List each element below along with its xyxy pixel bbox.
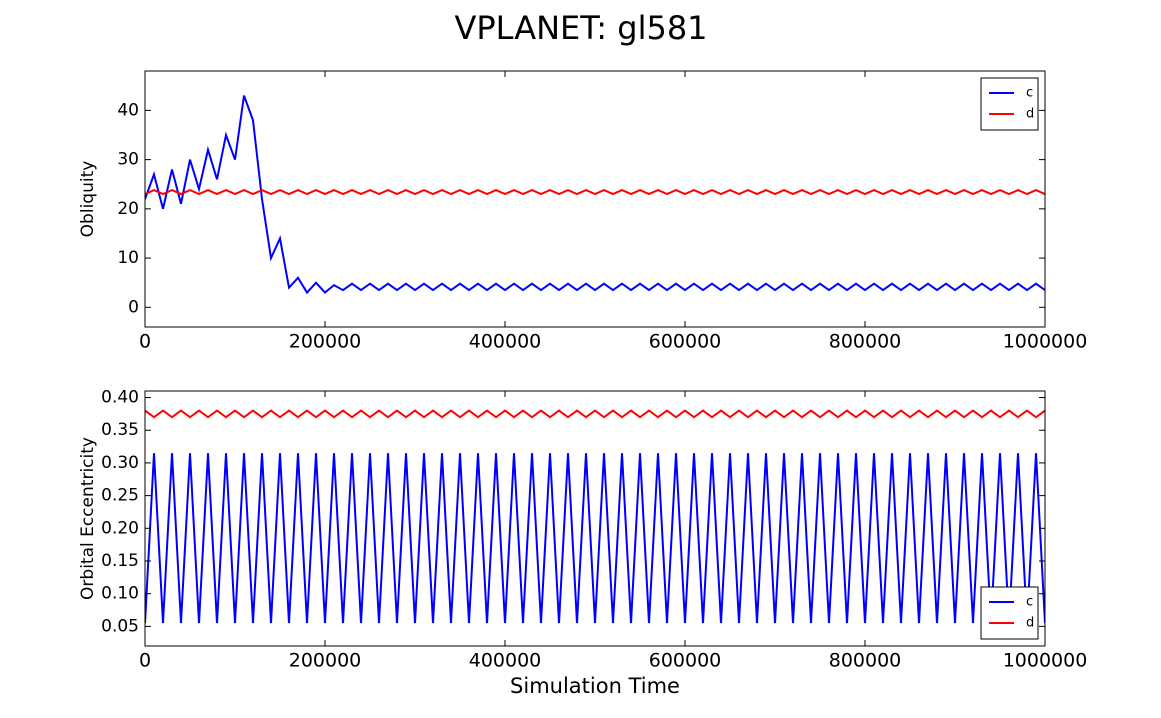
y-tick-label: 0.35 bbox=[101, 420, 139, 440]
y-tick-label: 0.10 bbox=[101, 584, 139, 604]
x-tick-label: 1000000 bbox=[1003, 331, 1088, 353]
x-tick-label: 200000 bbox=[289, 331, 362, 353]
y-axis-label: Obliquity bbox=[78, 161, 98, 238]
x-tick-label: 600000 bbox=[649, 331, 722, 353]
series-line bbox=[145, 189, 1045, 196]
y-tick-label: 0.20 bbox=[101, 518, 139, 538]
legend-frame bbox=[980, 586, 1039, 640]
y-tick-label: 0.25 bbox=[101, 486, 139, 506]
y-tick-label: 30 bbox=[117, 150, 139, 170]
axes-frame bbox=[144, 390, 1046, 647]
legend-label: c bbox=[1026, 86, 1033, 101]
legend-label: d bbox=[1026, 107, 1034, 122]
series-line bbox=[145, 95, 1045, 295]
x-tick-label: 800000 bbox=[829, 650, 902, 672]
y-tick-label: 0.30 bbox=[101, 453, 139, 473]
legend-label: c bbox=[1026, 595, 1033, 610]
figure-title: VPLANET: gl581 bbox=[454, 9, 707, 47]
x-tick-label: 400000 bbox=[469, 650, 542, 672]
x-tick-label: 400000 bbox=[469, 331, 542, 353]
y-tick-label: 40 bbox=[117, 100, 139, 120]
y-axis-label: Orbital Eccentricity bbox=[78, 437, 98, 600]
x-tick-label: 1000000 bbox=[1003, 650, 1088, 672]
y-tick-label: 20 bbox=[117, 199, 139, 219]
x-tick-label: 800000 bbox=[829, 331, 902, 353]
y-tick-label: 0.40 bbox=[101, 388, 139, 408]
x-axis-label: Simulation Time bbox=[510, 674, 680, 698]
legend-frame bbox=[980, 77, 1039, 131]
series-line bbox=[145, 409, 1045, 419]
legend-label: d bbox=[1026, 616, 1034, 631]
legend: cd bbox=[980, 77, 1039, 131]
y-tick-label: 0.15 bbox=[101, 551, 139, 571]
y-tick-label: 0.05 bbox=[101, 616, 139, 636]
y-tick-label: 10 bbox=[117, 248, 139, 268]
axes-frame bbox=[144, 70, 1046, 328]
y-tick-label: 0 bbox=[128, 297, 139, 317]
x-tick-label: 0 bbox=[139, 331, 151, 353]
x-tick-label: 600000 bbox=[649, 650, 722, 672]
series-line bbox=[145, 453, 1045, 624]
x-tick-label: 0 bbox=[139, 650, 151, 672]
legend: cd bbox=[980, 586, 1039, 640]
x-tick-label: 200000 bbox=[289, 650, 362, 672]
